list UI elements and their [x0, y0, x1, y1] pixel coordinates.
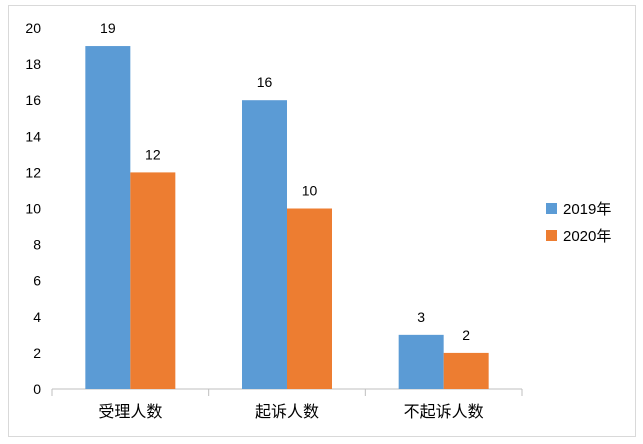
y-tick-label: 14	[25, 128, 41, 144]
bar	[287, 208, 332, 389]
legend-label: 2020年	[563, 228, 611, 245]
x-category-label: 不起诉人数	[404, 403, 484, 421]
y-tick-label: 16	[25, 92, 41, 108]
y-tick-label: 4	[33, 309, 41, 325]
legend-swatch	[546, 203, 557, 214]
data-label: 16	[257, 74, 273, 90]
bars: 19 16 3 12 10 2	[85, 20, 489, 390]
bar	[242, 100, 287, 389]
legend-swatch	[546, 230, 557, 241]
data-label: 2	[462, 327, 470, 343]
data-label: 10	[302, 183, 318, 199]
y-tick-label: 0	[33, 381, 41, 397]
bar	[398, 334, 444, 389]
y-tick-label: 8	[33, 237, 41, 253]
bar	[85, 46, 131, 390]
y-tick-label: 20	[25, 20, 41, 36]
legend-label: 2019年	[563, 201, 611, 218]
bar	[443, 352, 489, 389]
bar	[130, 172, 176, 389]
data-label: 19	[100, 20, 116, 36]
x-category-label: 受理人数	[98, 403, 162, 421]
data-label: 12	[145, 146, 161, 162]
data-label: 3	[417, 309, 425, 325]
y-tick-label: 6	[33, 273, 41, 289]
legend: 2019年 2020年	[546, 201, 611, 245]
y-tick-label: 2	[33, 345, 41, 361]
y-tick-label: 18	[25, 56, 41, 72]
y-tick-label: 12	[25, 164, 41, 180]
y-tick-label: 10	[25, 201, 41, 217]
x-category-label: 起诉人数	[255, 403, 319, 421]
